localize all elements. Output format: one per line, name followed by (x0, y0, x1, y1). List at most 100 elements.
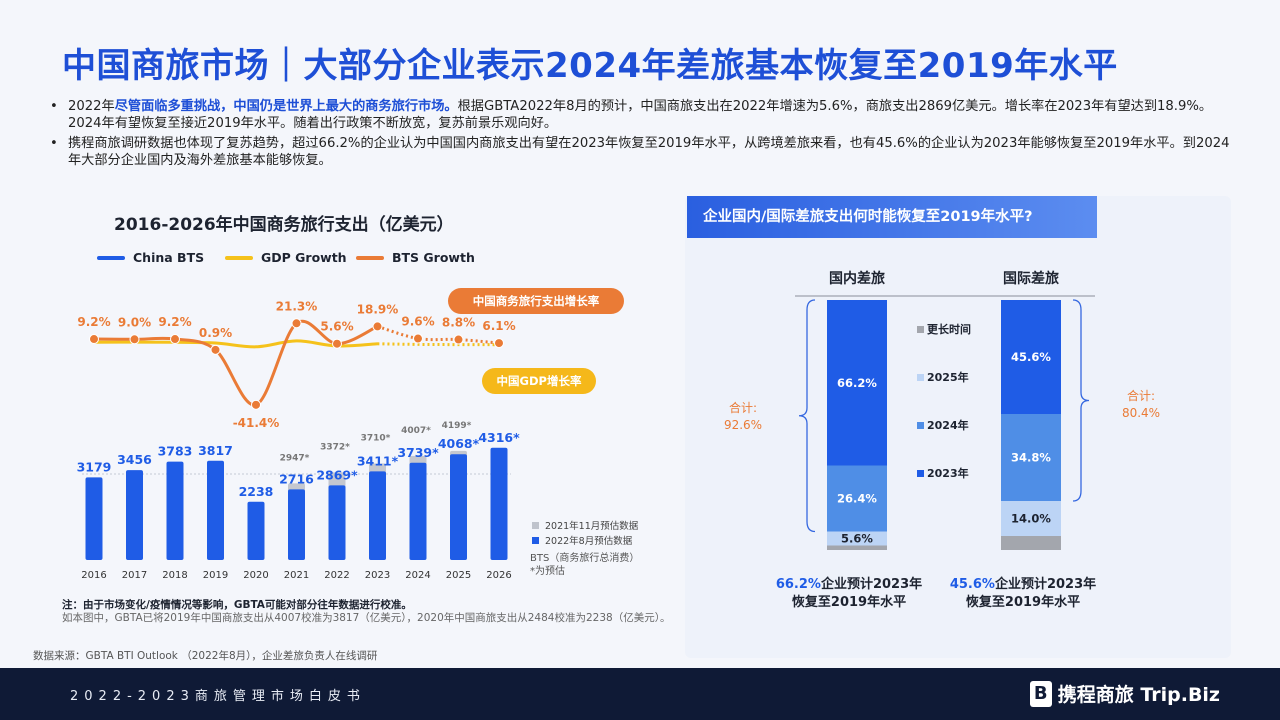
legend-swatch (356, 255, 384, 260)
bar-china-bts (126, 470, 143, 560)
recovery-panel (685, 196, 1231, 658)
gdp-growth-line-forecast (377, 342, 500, 347)
stacked-segment (1001, 414, 1061, 501)
category-header: 国内差旅 (829, 270, 885, 287)
legend-swatch (917, 374, 924, 381)
brand-logo: B 携程商旅 Trip.Biz (1029, 680, 1220, 707)
bts-growth-point (291, 318, 302, 329)
recovery-chart: 国内差旅 国际差旅 66.2% 26.4% 5.6% 45.6% 34.8% 14.0% 更长时… (724, 270, 1160, 610)
x-tick-label: 2019 (203, 570, 228, 581)
stacked-segment (1001, 536, 1061, 550)
segment-value-label: 14.0% (1011, 512, 1051, 526)
legend-china-bts: China BTS (97, 250, 204, 265)
stacked-segment (827, 300, 887, 466)
bar-china-bts (207, 460, 224, 560)
bar-china-bts (288, 489, 305, 560)
legend-label: BTS Growth (392, 250, 475, 265)
x-tick-label: 2022 (324, 570, 349, 581)
bts-growth-label: 8.8% (442, 316, 475, 330)
x-tick-label: 2023 (365, 570, 390, 581)
bullet-highlight: 尽管面临多重挑战，中国仍是世界上最大的商务旅行市场。 (114, 99, 458, 114)
note-calibration: 注：由于市场变化/疫情情况等影响，GBTA可能对部分往年数据进行校准。 (62, 599, 412, 611)
bar-value-label: 4316* (478, 430, 520, 445)
legend-label: 2024年 (927, 418, 969, 432)
bts-growth-label: 9.6% (401, 315, 434, 329)
caption-line1: 66.2%企业预计2023年 (776, 576, 922, 592)
legend-gdp-growth: GDP Growth (225, 250, 347, 265)
bts-growth-label: 0.9% (199, 326, 232, 340)
bar-china-bts (450, 454, 467, 560)
bts-growth-point (129, 334, 140, 345)
bullet-item: • 2022年尽管面临多重挑战，中国仍是世界上最大的商务旅行市场。根据GBTA2… (50, 98, 1230, 132)
mini-legend-2021: 2021年11月预估数据 (532, 518, 638, 532)
stacked-segment (1001, 300, 1061, 414)
bullet-dot: • (50, 99, 58, 114)
x-tick-label: 2017 (122, 570, 147, 581)
bts-note-line: BTS（商务旅行总消费） (530, 553, 640, 564)
bts-growth-point (251, 399, 261, 410)
legend-label: 2023年 (927, 466, 969, 480)
page-title: 中国商旅市场｜大部分企业表示2024年差旅基本恢复至2019年水平 (62, 46, 1118, 86)
bar-value-label: 3739* (397, 445, 439, 460)
caption-text: 企业预计2023年 (994, 576, 1096, 592)
bullet-text-pre: 2022年 (68, 99, 115, 114)
category-header: 国际差旅 (1003, 270, 1059, 287)
prev-estimate-label: 4199* (442, 421, 472, 431)
total-label: 合计: (1127, 388, 1155, 403)
bts-growth-point (89, 334, 99, 345)
bar-value-label: 3411* (357, 453, 399, 468)
bar-value-label: 2238 (239, 484, 274, 499)
x-tick-label: 2024 (405, 570, 430, 581)
bts-growth-point (210, 344, 221, 355)
legend-label: China BTS (133, 250, 205, 265)
bts-growth-label: 18.9% (357, 302, 399, 316)
bts-chart: 3179 2016 3456 2017 3783 2018 3817 2019 2238 2020… (77, 299, 521, 581)
data-source: 数据来源：GBTA BTI Outlook （2022年8月），企业差旅负责人在… (33, 650, 378, 662)
bar-china-bts (166, 461, 184, 560)
x-tick-label: 2016 (81, 570, 106, 581)
bullet-text-pre: 携程商旅调研数据也体现了复苏趋势，超过66.2%的企业认为中国国内商旅支出有望在… (68, 136, 1230, 168)
bar-value-label: 2716 (279, 471, 314, 486)
bts-growth-label: 6.1% (482, 319, 515, 333)
bar-china-bts (409, 462, 427, 560)
segment-value-label: 45.6% (1011, 350, 1051, 364)
bts-growth-point (372, 321, 383, 332)
bullet-list: • 2022年尽管面临多重挑战，中国仍是世界上最大的商务旅行市场。根据GBTA2… (50, 98, 1230, 172)
logo-text: 携程商旅 Trip.Biz (1057, 684, 1220, 706)
total-value: 92.6% (724, 418, 762, 432)
legend-label: 2025年 (927, 370, 969, 384)
bts-growth-point (494, 338, 504, 349)
prev-estimate-label: 3372* (320, 442, 350, 452)
bullet-dot: • (50, 136, 58, 151)
total-value: 80.4% (1122, 406, 1160, 420)
bts-growth-point (170, 334, 180, 345)
bts-growth-point (453, 334, 464, 345)
mini-legend-swatch (532, 536, 539, 544)
bar-value-label: 3783 (158, 444, 193, 459)
segment-value-label: 26.4% (837, 492, 877, 506)
bts-growth-label: 9.2% (158, 315, 191, 329)
bar-value-label: 3179 (77, 459, 112, 474)
legend-swatch (97, 255, 125, 260)
bar-china-bts (369, 471, 386, 560)
legend-bts-growth: BTS Growth (356, 250, 475, 265)
note-example: 如本图中，GBTA已将2019年中国商旅支出从4007校准为3817（亿美元），… (62, 612, 671, 624)
bts-growth-label: -41.4% (233, 416, 280, 430)
legend-label: 更长时间 (927, 322, 971, 336)
bts-growth-label: 5.6% (320, 320, 353, 334)
bts-growth-point (332, 338, 342, 349)
segment-value-label: 34.8% (1011, 451, 1051, 465)
logo-mark-icon: B (1029, 680, 1052, 707)
prev-estimate-label: 3710* (361, 434, 391, 444)
x-tick-label: 2021 (284, 570, 309, 581)
caption-text: 企业预计2023年 (820, 576, 922, 592)
legend-swatch (917, 422, 924, 429)
x-tick-label: 2025 (446, 570, 471, 581)
bts-growth-label: 9.2% (77, 315, 110, 329)
footer-bar: 2022-2023商旅管理市场白皮书 B 携程商旅 Trip.Biz (0, 668, 1280, 720)
caption-line2: 恢复至2019年水平 (966, 594, 1080, 610)
stacked-segment (827, 545, 887, 550)
caption-pct: 45.6% (950, 577, 995, 592)
mini-legend-swatch (532, 521, 539, 529)
bts-growth-line-forecast (377, 324, 500, 345)
